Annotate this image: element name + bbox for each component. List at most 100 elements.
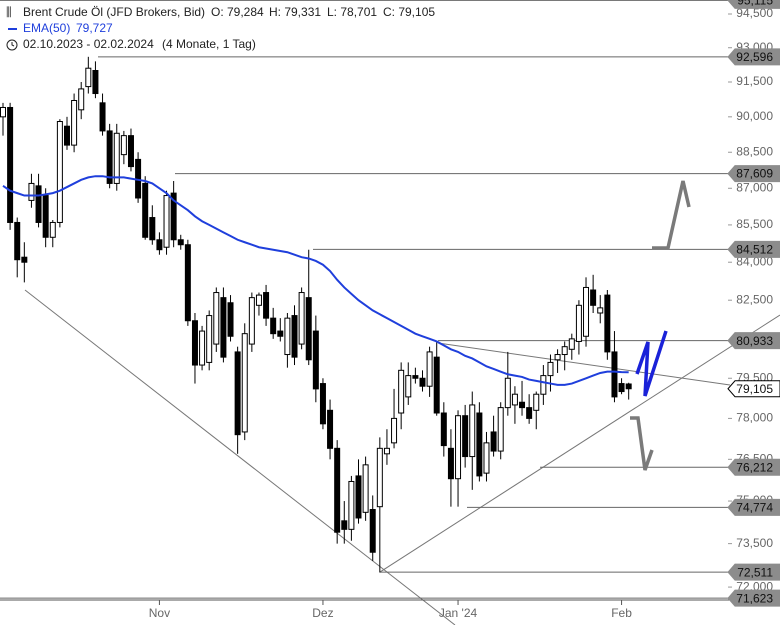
- level-label: 79,105: [736, 382, 773, 396]
- candle-body: [583, 286, 590, 337]
- level-label: 95,115: [737, 0, 773, 8]
- close-value: C: 79,105: [383, 5, 435, 19]
- date-range: 02.10.2023 - 02.02.2024: [23, 37, 154, 51]
- candle-body: [291, 315, 298, 358]
- bar-icon: ⫼: [6, 5, 12, 19]
- candle-body: [334, 447, 341, 533]
- level-label: 74,774: [736, 501, 773, 515]
- candle-body: [540, 375, 547, 395]
- candle-body: [220, 297, 227, 358]
- candle-body: [419, 377, 426, 387]
- duration: (4 Monate, 1 Tag): [162, 37, 256, 51]
- zigzag-arrow: [635, 330, 668, 397]
- candle-body: [412, 375, 419, 379]
- level-label: 76,212: [736, 460, 773, 474]
- down-arrow: [630, 416, 654, 471]
- candle-body: [327, 409, 334, 449]
- candle-body: [391, 417, 398, 444]
- candle-body: [149, 217, 156, 241]
- candle-body: [127, 135, 134, 168]
- candle-body: [355, 475, 362, 519]
- candle-body: [142, 182, 149, 238]
- candle-body: [99, 102, 106, 132]
- candle-body: [462, 415, 469, 458]
- y-tick-label: 78,000: [736, 411, 773, 425]
- candle-body: [341, 520, 348, 530]
- candle-body: [227, 302, 234, 337]
- candle-body: [547, 361, 554, 377]
- candle-body: [590, 289, 597, 306]
- candle-body: [561, 346, 568, 356]
- candle-body: [277, 330, 284, 337]
- candle-body: [554, 354, 561, 361]
- y-tick-label: 88,500: [736, 144, 773, 158]
- candle-body: [199, 330, 206, 366]
- y-tick-label: 90,000: [736, 109, 773, 123]
- candle-body: [206, 315, 213, 363]
- candle-body: [92, 70, 99, 95]
- candle-body: [156, 239, 163, 251]
- candle-body: [405, 375, 412, 398]
- arrows: [630, 180, 691, 471]
- level-tag: [727, 589, 780, 607]
- trend-lines: [0, 289, 780, 625]
- level-tag: [727, 165, 780, 183]
- candle-body: [163, 195, 170, 248]
- ema-line: [2, 175, 629, 386]
- candle-body: [533, 393, 540, 411]
- level-tag: [727, 563, 780, 581]
- y-tick-label: 94,500: [736, 6, 773, 20]
- candle-body: [376, 447, 383, 508]
- candle-body: [433, 356, 440, 414]
- candle-body: [604, 294, 611, 353]
- candle-body: [71, 99, 78, 146]
- candle-body: [42, 195, 49, 238]
- candle-body: [191, 320, 198, 366]
- candle-body: [497, 407, 504, 452]
- level-tag: [727, 240, 780, 258]
- candle-body: [575, 304, 582, 342]
- candle-body: [49, 221, 56, 238]
- candle-body: [597, 307, 604, 314]
- candle-body: [398, 369, 405, 414]
- candle-body: [348, 480, 355, 530]
- candle-body: [21, 256, 28, 263]
- y-tick-label: 85,500: [736, 217, 773, 231]
- candle-body: [106, 130, 113, 184]
- ema-name: EMA(50): [23, 21, 70, 35]
- candle-body: [270, 317, 277, 335]
- candle-body: [618, 383, 625, 393]
- y-tick-label: 91,500: [736, 74, 773, 88]
- candle-body: [469, 404, 476, 458]
- candle-body: [56, 121, 63, 223]
- candle-body: [426, 351, 433, 387]
- candle-body: [234, 351, 241, 436]
- candle-body: [184, 244, 191, 322]
- level-tag: [727, 332, 780, 350]
- candle-body: [35, 185, 42, 223]
- candle-body: [447, 447, 454, 480]
- candle-body: [383, 447, 390, 455]
- candle-body: [14, 221, 21, 261]
- candle-body: [483, 442, 490, 474]
- candle-body: [298, 292, 305, 345]
- candle-body: [362, 464, 369, 513]
- candle-body: [625, 383, 632, 390]
- low-value: L: 78,701: [327, 5, 377, 19]
- x-tick-label: Feb: [611, 606, 632, 620]
- candle-body: [319, 383, 326, 425]
- level-label: 72,511: [737, 565, 773, 579]
- candle-body: [213, 292, 220, 345]
- title: Brent Crude Öl (JFD Brokers, Bid): [23, 5, 205, 19]
- candle-body: [255, 294, 262, 306]
- candle-body: [78, 88, 85, 111]
- candle-body: [568, 338, 575, 350]
- candle-body: [369, 508, 376, 553]
- candle-body: [120, 135, 127, 156]
- level-label: 80,933: [736, 334, 773, 348]
- candle-body: [611, 351, 618, 398]
- trend-line: [24, 289, 456, 625]
- x-tick-label: Jan '24: [439, 606, 478, 620]
- candle-body: [241, 333, 248, 433]
- candle-body: [85, 67, 92, 88]
